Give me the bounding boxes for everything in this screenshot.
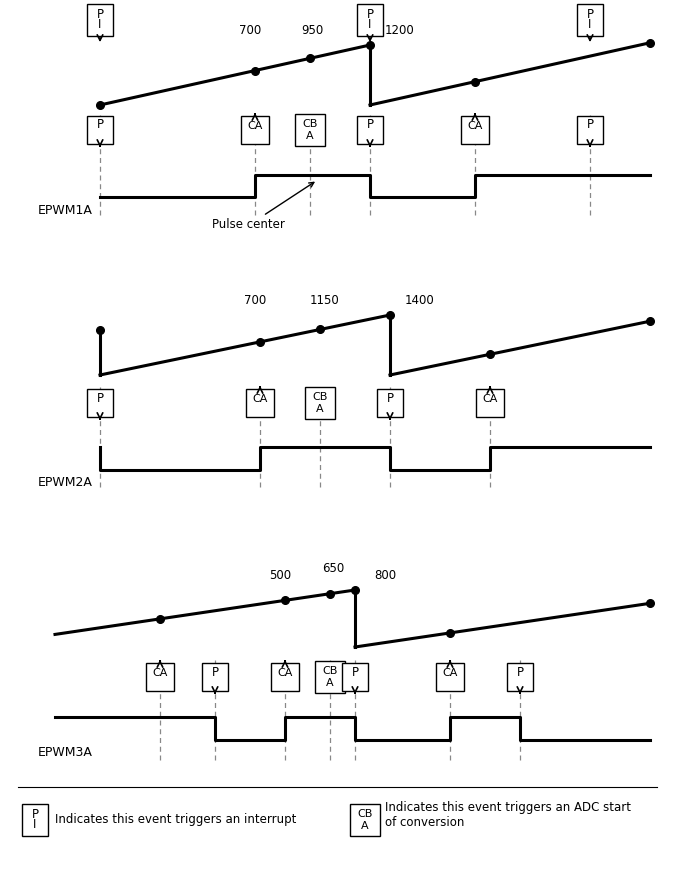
Text: I: I (33, 818, 36, 831)
Text: CA: CA (247, 121, 263, 131)
Text: P: P (352, 666, 358, 678)
Text: P: P (32, 808, 38, 822)
Text: Indicates this event triggers an interrupt: Indicates this event triggers an interru… (55, 814, 296, 827)
Text: 1150: 1150 (310, 294, 340, 307)
Text: EPWM1A: EPWM1A (38, 204, 93, 216)
FancyBboxPatch shape (22, 804, 48, 836)
FancyBboxPatch shape (577, 116, 603, 144)
FancyBboxPatch shape (305, 387, 335, 419)
Text: P: P (516, 666, 524, 678)
Text: CB: CB (357, 809, 373, 819)
Text: 1400: 1400 (405, 294, 435, 307)
Text: I: I (369, 18, 372, 31)
Text: P: P (367, 118, 373, 131)
FancyBboxPatch shape (246, 389, 274, 417)
Text: CB: CB (302, 119, 318, 129)
Text: 800: 800 (374, 569, 396, 582)
Text: P: P (367, 9, 373, 22)
Text: P: P (97, 118, 103, 131)
Text: CA: CA (442, 668, 458, 678)
Text: A: A (361, 821, 369, 831)
Text: P: P (97, 391, 103, 404)
FancyBboxPatch shape (507, 663, 533, 691)
FancyBboxPatch shape (87, 389, 113, 417)
FancyBboxPatch shape (436, 663, 464, 691)
Text: A: A (306, 131, 314, 141)
FancyBboxPatch shape (357, 116, 383, 144)
Text: EPWM2A: EPWM2A (38, 477, 93, 489)
Text: P: P (387, 391, 394, 404)
Text: CA: CA (153, 668, 167, 678)
FancyBboxPatch shape (146, 663, 174, 691)
Text: EPWM3A: EPWM3A (38, 746, 93, 760)
Text: P: P (587, 118, 593, 131)
FancyBboxPatch shape (271, 663, 299, 691)
FancyBboxPatch shape (342, 663, 368, 691)
FancyBboxPatch shape (87, 116, 113, 144)
FancyBboxPatch shape (577, 4, 603, 36)
Text: P: P (211, 666, 219, 678)
Text: Indicates this event triggers an ADC start
of conversion: Indicates this event triggers an ADC sta… (385, 801, 631, 829)
Text: CA: CA (252, 394, 268, 404)
FancyBboxPatch shape (202, 663, 228, 691)
FancyBboxPatch shape (87, 4, 113, 36)
Text: A: A (326, 678, 334, 688)
Text: Pulse center: Pulse center (213, 182, 314, 232)
Text: CB: CB (323, 666, 338, 676)
Text: CB: CB (313, 392, 327, 402)
Text: A: A (316, 404, 324, 414)
Text: 700: 700 (239, 24, 261, 37)
Text: I: I (99, 18, 102, 31)
FancyBboxPatch shape (315, 661, 345, 693)
FancyBboxPatch shape (461, 116, 489, 144)
FancyBboxPatch shape (241, 116, 269, 144)
Text: CA: CA (483, 394, 497, 404)
Text: 500: 500 (269, 569, 291, 582)
Text: 1200: 1200 (385, 24, 415, 37)
Text: CA: CA (467, 121, 483, 131)
Text: P: P (587, 9, 593, 22)
FancyBboxPatch shape (377, 389, 403, 417)
Text: I: I (589, 18, 592, 31)
Text: P: P (97, 9, 103, 22)
FancyBboxPatch shape (357, 4, 383, 36)
Text: 950: 950 (301, 24, 323, 37)
FancyBboxPatch shape (350, 804, 380, 836)
Text: CA: CA (277, 668, 293, 678)
Text: 700: 700 (244, 294, 266, 307)
FancyBboxPatch shape (295, 114, 325, 146)
Text: 650: 650 (322, 562, 344, 575)
FancyBboxPatch shape (476, 389, 504, 417)
